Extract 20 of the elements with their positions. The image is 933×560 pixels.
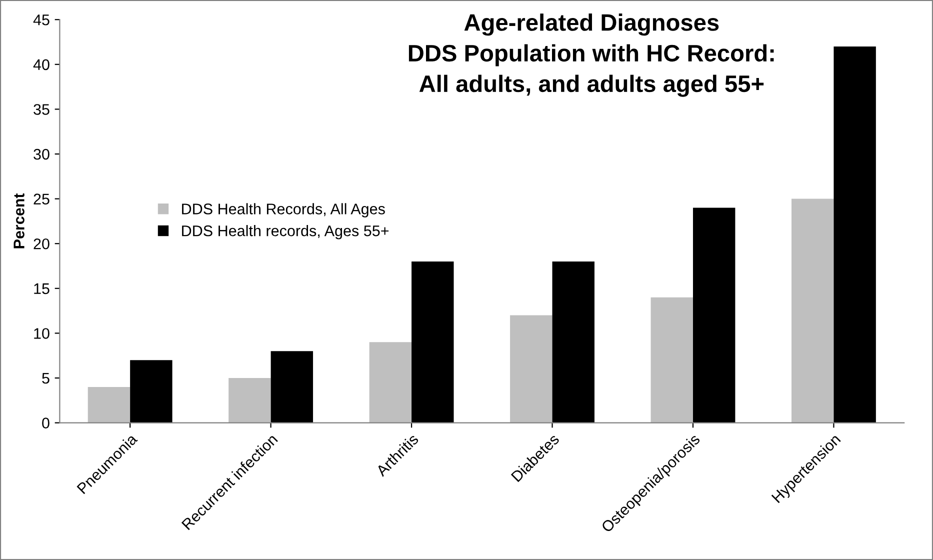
y-tick-label: 40 bbox=[33, 59, 50, 70]
y-tick-label: 15 bbox=[34, 283, 50, 294]
y-tick-label: 0 bbox=[42, 418, 50, 428]
bar bbox=[88, 386, 130, 423]
y-tick-label: 35 bbox=[34, 104, 50, 115]
text: Age-related Diagnoses DDS Population with HC Record: All adults, and adults aged 55+ bbox=[408, 14, 774, 97]
y-tick-label: 25 bbox=[34, 194, 50, 204]
bar bbox=[791, 198, 834, 423]
y-tick-label: 10 bbox=[34, 328, 50, 339]
bar bbox=[228, 378, 271, 423]
y-tick-label: 30 bbox=[34, 148, 50, 160]
y-tick-label: 45 bbox=[33, 14, 50, 26]
bar bbox=[369, 342, 412, 423]
bar bbox=[650, 297, 693, 423]
legend-label: DDS Health Records, All Ages bbox=[182, 203, 385, 218]
y-axis-title: Percent bbox=[14, 193, 24, 248]
y-tick-label: 5 bbox=[42, 373, 50, 384]
legend-label: DDS Health records, Ages 55+ bbox=[182, 225, 389, 240]
bar bbox=[510, 315, 552, 423]
y-tick-label: 20 bbox=[34, 238, 50, 250]
